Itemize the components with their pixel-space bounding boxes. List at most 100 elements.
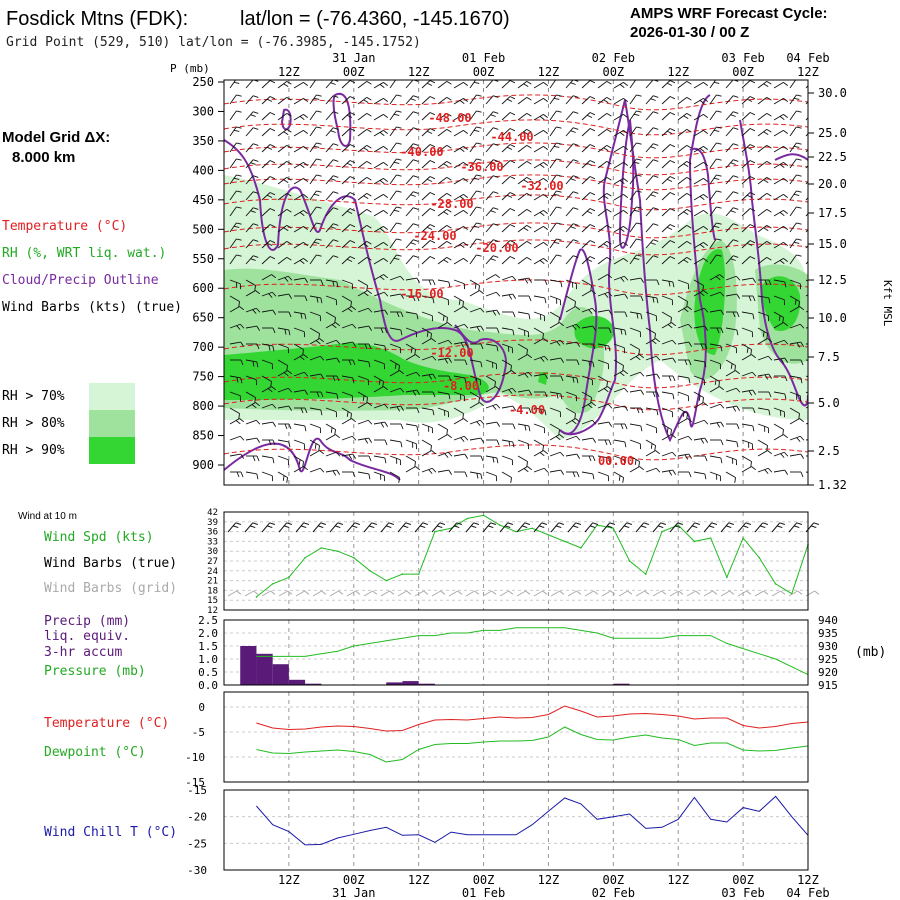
wind-barb [549, 158, 562, 169]
wind-barb [358, 343, 372, 350]
wind-barb [261, 224, 276, 233]
wind-barb [677, 341, 693, 347]
wind-barb [597, 471, 609, 482]
wind-barb [277, 359, 288, 371]
wind-barb [341, 256, 356, 265]
precip-panel-frame [223, 619, 809, 686]
wind-barb [373, 359, 385, 370]
wind-barb [805, 111, 808, 121]
surface-wind-barb-grid [788, 590, 803, 597]
wind-barb [341, 279, 353, 290]
wind-barb [693, 471, 707, 480]
wind-barb [261, 471, 273, 482]
wind-barb [790, 471, 804, 478]
wind-barb [789, 407, 800, 419]
wind-barb [389, 254, 402, 265]
wind-barb [277, 455, 289, 466]
wind-barb [789, 279, 801, 290]
surface-wind-barb-grid [227, 590, 242, 597]
wind-barb [389, 370, 405, 377]
wind-barb [565, 223, 579, 233]
wind-barb [293, 129, 308, 137]
wind-barb [677, 306, 693, 313]
wind-barb [709, 375, 720, 387]
wind-barb [661, 240, 676, 249]
dewpoint-line [256, 726, 809, 763]
surface-wind-barb-grid [754, 590, 769, 597]
wind-barb [341, 208, 356, 217]
wind-barb [789, 80, 802, 89]
wind-barb [357, 160, 372, 169]
wind-barb [581, 176, 596, 185]
wind-barb [405, 95, 419, 105]
surface-wind-barb-true [550, 522, 564, 533]
cloud-outline [618, 119, 635, 249]
wind-barb [709, 359, 721, 370]
cloud-outline [559, 94, 711, 443]
surface-wind-barb-grid [465, 590, 480, 597]
wind-barb [549, 407, 561, 418]
pressure-tick-label: 650 [192, 311, 214, 325]
wind-barb [405, 239, 419, 249]
wind-barb [645, 355, 661, 361]
wind-barb [309, 254, 322, 265]
wind-barb [693, 161, 708, 169]
wind-barb [693, 375, 705, 386]
wind-barb [485, 239, 499, 249]
pressure-tick-label: 300 [192, 104, 214, 118]
wind-barb [293, 466, 309, 473]
wind-barb [629, 343, 640, 355]
wind-barb [389, 110, 402, 121]
wind-barb [693, 113, 708, 121]
wind-barb [598, 439, 612, 446]
wind-barb [453, 418, 469, 425]
kft-tick-label: 5.0 [818, 396, 840, 410]
wind-barb [741, 128, 756, 137]
wind-barb [325, 239, 339, 249]
wind-barb [741, 96, 756, 105]
wind-barb [485, 386, 501, 393]
label-liq-equiv: liq. equiv. [44, 629, 130, 644]
wind-barb [406, 407, 420, 414]
wind-barb [230, 471, 244, 478]
wind-barb [453, 435, 469, 442]
wind-barb [693, 81, 708, 89]
wind-barb [517, 144, 532, 153]
surface-wind-barb-true [788, 522, 802, 533]
wind-barb [485, 274, 501, 281]
wind-barb [533, 467, 549, 473]
wind-barb [757, 80, 772, 89]
wind-barb [229, 126, 242, 137]
temperature-contour [224, 142, 808, 159]
wind-barb [726, 423, 740, 430]
wind-barb [805, 255, 808, 265]
wind-barb [229, 174, 242, 185]
wind-barb [677, 391, 689, 402]
wind-barb [773, 451, 789, 458]
wind-barb [245, 325, 261, 331]
surface-wind-barb-grid [533, 590, 548, 597]
wind-barb [694, 455, 708, 462]
wind-barb [309, 94, 322, 105]
surface-wind-barb-true [771, 522, 785, 533]
wind-barb [501, 256, 516, 265]
wind-barb [245, 307, 261, 314]
wind-barb [373, 386, 389, 393]
wind-barb [629, 158, 642, 169]
wind-barb [262, 439, 276, 446]
cloud-outline [559, 248, 598, 435]
surface-wind-barb-grid [397, 590, 412, 597]
wind-barb [741, 144, 756, 153]
wind-barb [645, 80, 659, 89]
wind-barb [389, 190, 402, 201]
wind-barb [629, 206, 642, 217]
wind-barb [517, 208, 532, 217]
wind-barb [725, 191, 739, 201]
bottom-time-tick: 12Z [538, 873, 560, 887]
wind-barb [341, 435, 357, 441]
wind-barb [341, 453, 357, 460]
surface-wind-barb-grid [312, 590, 327, 597]
wind-barb [805, 159, 808, 169]
wind-barb [710, 439, 724, 446]
wind-barb [789, 94, 802, 105]
